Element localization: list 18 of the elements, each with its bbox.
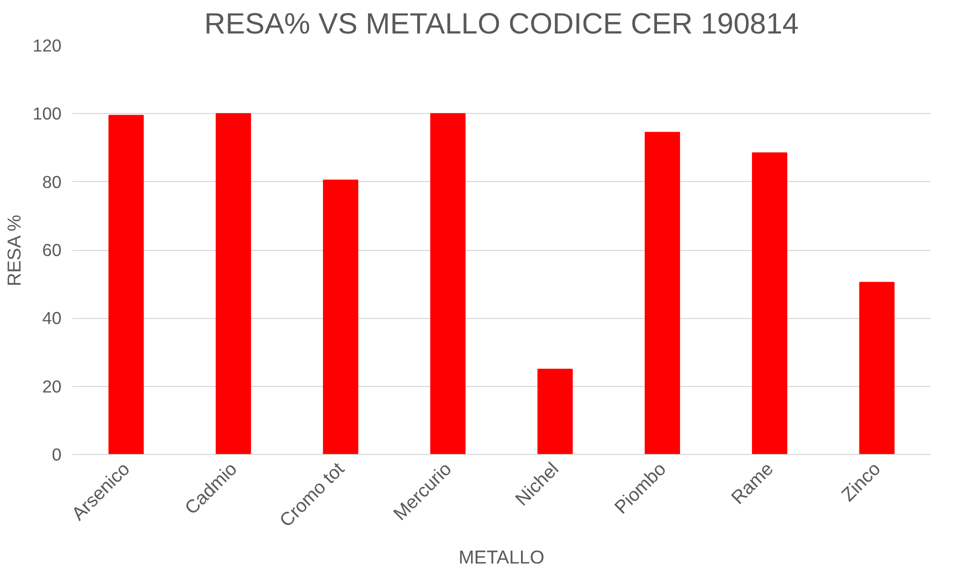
y-tick-label: 40 xyxy=(42,308,62,328)
y-axis-title: RESA % xyxy=(4,214,25,286)
chart-title: RESA% VS METALLO CODICE CER 190814 xyxy=(204,8,799,40)
y-tick-label: 60 xyxy=(42,240,62,260)
y-tick-label: 0 xyxy=(52,444,62,464)
bar xyxy=(216,113,252,454)
bar xyxy=(752,152,788,454)
y-tick-label: 20 xyxy=(42,376,62,396)
y-tick-label: 100 xyxy=(32,104,62,124)
bar xyxy=(322,180,358,454)
bar xyxy=(430,113,466,454)
bar xyxy=(537,368,573,454)
y-tick-label: 120 xyxy=(32,36,62,56)
x-axis-title: METALLO xyxy=(458,546,544,568)
bar xyxy=(108,114,144,454)
bar xyxy=(644,132,680,454)
bar xyxy=(859,282,895,454)
y-tick-label: 80 xyxy=(42,172,62,192)
